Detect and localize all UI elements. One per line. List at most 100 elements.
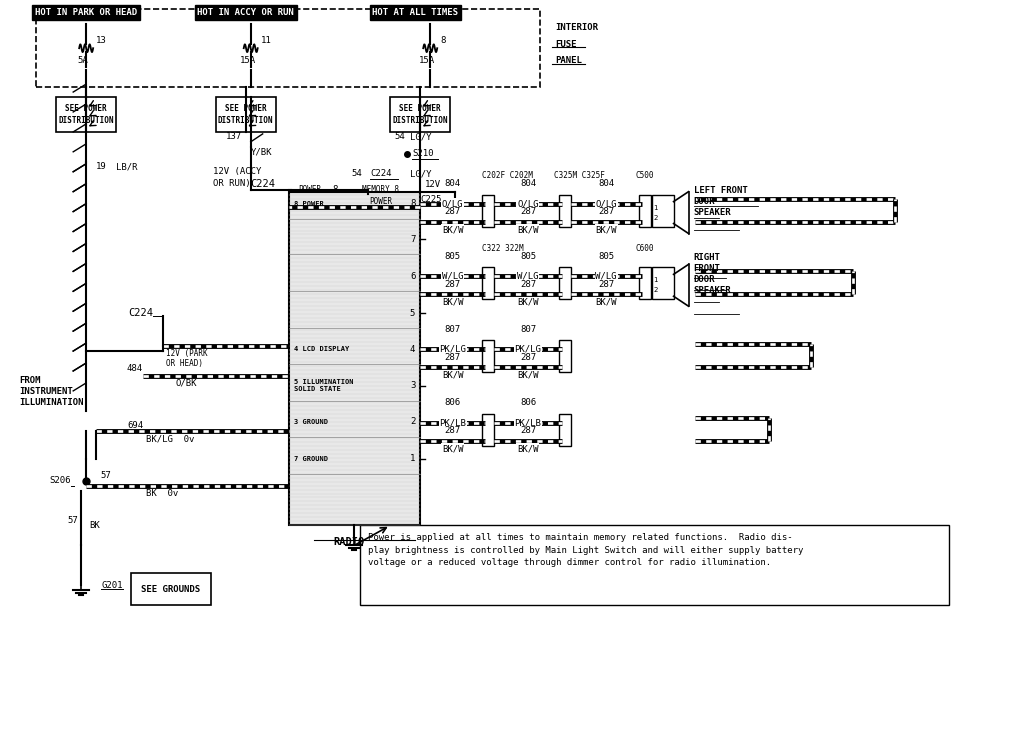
- Text: 15A: 15A: [419, 56, 435, 64]
- Text: LEFT FRONT
DOOR
SPEAKER: LEFT FRONT DOOR SPEAKER: [693, 186, 748, 217]
- Text: O/LG: O/LG: [596, 199, 617, 208]
- Text: BK/W: BK/W: [442, 444, 464, 453]
- Text: FUSE: FUSE: [555, 39, 577, 49]
- Bar: [651, 194, 674, 227]
- Text: BK/W: BK/W: [596, 298, 617, 307]
- Text: 694: 694: [127, 421, 143, 431]
- Text: 804: 804: [598, 179, 614, 188]
- Text: 807: 807: [444, 325, 461, 333]
- Text: 484: 484: [127, 365, 143, 374]
- Text: C500: C500: [636, 171, 654, 181]
- Text: 8: 8: [440, 36, 445, 45]
- Text: HOT AT ALL TIMES: HOT AT ALL TIMES: [373, 8, 459, 17]
- Text: OR RUN): OR RUN): [213, 179, 251, 188]
- Text: 807: 807: [520, 325, 536, 333]
- Text: BK/W: BK/W: [442, 298, 464, 307]
- Text: SEE POWER
DISTRIBUTION: SEE POWER DISTRIBUTION: [218, 104, 273, 125]
- Bar: [390, 97, 451, 132]
- Text: 8: 8: [332, 185, 337, 194]
- Text: POWER: POWER: [299, 185, 322, 194]
- Text: 57: 57: [68, 516, 79, 525]
- Text: O/LG: O/LG: [442, 199, 464, 208]
- Text: 13: 13: [96, 36, 106, 45]
- Text: C224: C224: [251, 178, 275, 189]
- Text: O/LG: O/LG: [517, 199, 539, 208]
- Text: Power is applied at all times to maintain memory related functions.  Radio dis-
: Power is applied at all times to maintai…: [369, 534, 804, 567]
- Text: LG/Y: LG/Y: [411, 170, 432, 178]
- Text: C224: C224: [128, 308, 153, 318]
- Text: 1: 1: [653, 277, 657, 284]
- Text: 2: 2: [653, 287, 657, 293]
- Text: 137: 137: [225, 132, 242, 141]
- Text: 54: 54: [394, 132, 406, 141]
- Text: 287: 287: [520, 280, 536, 289]
- Text: 4: 4: [410, 344, 416, 354]
- Text: SEE POWER
DISTRIBUTION: SEE POWER DISTRIBUTION: [58, 104, 114, 125]
- Text: BK  0v: BK 0v: [146, 489, 178, 498]
- Text: 1: 1: [410, 454, 416, 463]
- Text: SEE GROUNDS: SEE GROUNDS: [141, 585, 201, 594]
- Text: OR HEAD): OR HEAD): [166, 358, 203, 368]
- Text: 5: 5: [410, 308, 416, 318]
- Text: PK/LB: PK/LB: [514, 418, 542, 428]
- Bar: [36, 10, 540, 87]
- Bar: [289, 192, 420, 526]
- Text: 54: 54: [351, 170, 362, 178]
- Text: C225: C225: [420, 195, 441, 204]
- Text: C202F C202M: C202F C202M: [482, 171, 532, 181]
- Text: PK/LG: PK/LG: [439, 344, 466, 354]
- Text: 12V (PARK: 12V (PARK: [166, 349, 208, 357]
- Text: C600: C600: [636, 244, 654, 253]
- Bar: [131, 573, 211, 605]
- Text: FROM
INSTRUMENT
ILLUMINATION: FROM INSTRUMENT ILLUMINATION: [19, 376, 84, 407]
- Text: 287: 287: [444, 280, 461, 289]
- Bar: [559, 268, 570, 299]
- Bar: [559, 340, 570, 372]
- Text: 287: 287: [444, 352, 461, 362]
- Text: 287: 287: [520, 426, 536, 435]
- Text: O/BK: O/BK: [176, 379, 198, 387]
- Text: Y/BK: Y/BK: [251, 148, 272, 156]
- Text: 287: 287: [598, 207, 614, 216]
- Text: 4 LCD DISPLAY: 4 LCD DISPLAY: [294, 346, 349, 352]
- Text: S206: S206: [50, 476, 72, 485]
- Text: C322 322M: C322 322M: [482, 244, 523, 253]
- Text: HOT IN ACCY OR RUN: HOT IN ACCY OR RUN: [198, 8, 294, 17]
- Text: 2: 2: [410, 417, 416, 426]
- Text: 11: 11: [261, 36, 271, 45]
- Text: W/LG: W/LG: [442, 272, 464, 281]
- Text: 287: 287: [520, 207, 536, 216]
- Text: 8: 8: [410, 199, 416, 208]
- Text: 15A: 15A: [240, 56, 256, 64]
- Text: RADIO: RADIO: [334, 537, 366, 548]
- Text: 805: 805: [598, 252, 614, 261]
- Text: S210: S210: [413, 149, 434, 159]
- Bar: [482, 194, 494, 227]
- Text: 6: 6: [410, 272, 416, 281]
- Text: BK/W: BK/W: [517, 225, 539, 234]
- Text: 287: 287: [598, 280, 614, 289]
- Text: 2: 2: [653, 215, 657, 221]
- Text: 7 GROUND: 7 GROUND: [294, 455, 328, 462]
- Bar: [482, 414, 494, 446]
- Text: C224: C224: [371, 170, 392, 178]
- Bar: [639, 194, 650, 227]
- Text: HOT IN PARK OR HEAD: HOT IN PARK OR HEAD: [35, 8, 137, 17]
- Bar: [360, 526, 949, 605]
- Bar: [482, 268, 494, 299]
- Bar: [216, 97, 275, 132]
- Text: C325M C325F: C325M C325F: [554, 171, 605, 181]
- Text: BK/W: BK/W: [517, 298, 539, 307]
- Text: 805: 805: [520, 252, 536, 261]
- Text: 804: 804: [444, 179, 461, 188]
- Text: POWER: POWER: [370, 197, 392, 206]
- Text: BK/W: BK/W: [442, 225, 464, 234]
- Text: LB/R: LB/R: [116, 162, 137, 171]
- Text: 806: 806: [444, 398, 461, 407]
- Text: 12V: 12V: [425, 180, 441, 189]
- Text: PANEL: PANEL: [555, 56, 582, 64]
- Text: 804: 804: [520, 179, 536, 188]
- Bar: [639, 268, 650, 299]
- Text: 3 GROUND: 3 GROUND: [294, 419, 328, 425]
- Bar: [56, 97, 116, 132]
